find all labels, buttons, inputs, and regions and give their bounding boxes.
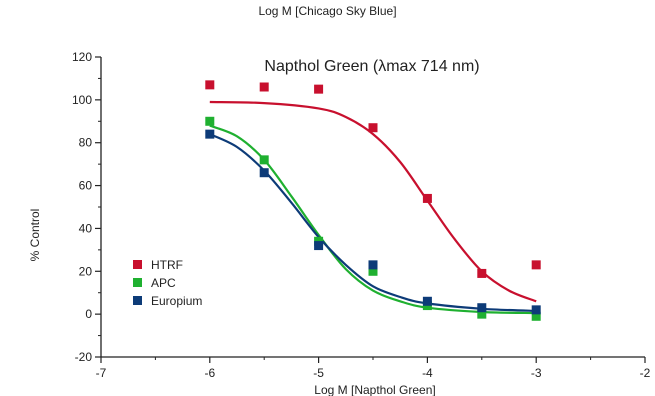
y-tick-label: -20 (75, 350, 93, 364)
chart-title: Napthol Green (λmax 714 nm) (264, 58, 479, 75)
legend-marker-europium (133, 296, 142, 305)
legend-marker-htrf (133, 260, 142, 269)
y-tick-label: 20 (79, 264, 93, 278)
fit-curve-apc (209, 124, 537, 315)
fit-curves (209, 100, 537, 315)
data-point-htrf (205, 80, 215, 90)
y-tick-label: 40 (79, 221, 93, 235)
data-point-htrf (368, 123, 378, 133)
x-tick-label: -3 (531, 366, 542, 380)
y-tick-label: 0 (85, 307, 92, 321)
legend-label-europium: Europium (151, 294, 202, 308)
data-point-htrf (531, 260, 541, 270)
y-tick-label: 80 (79, 136, 93, 150)
legend-label-htrf: HTRF (151, 258, 183, 272)
legend-label-apc: APC (151, 276, 176, 290)
axes: -20 0 20 40 60 80 100 120 -7 -6 -5 -4 -3 -2 (72, 50, 651, 380)
data-point-htrf (422, 193, 432, 203)
data-point-apc (205, 116, 215, 126)
data-point-europium (314, 241, 324, 251)
fit-curve-europium (209, 133, 537, 312)
data-point-europium (368, 260, 378, 270)
data-points (205, 80, 541, 321)
y-tick-label: 100 (72, 93, 92, 107)
x-tick-label: -6 (204, 366, 215, 380)
header-axis-label: Log M [Chicago Sky Blue] (258, 4, 397, 18)
data-point-htrf (314, 84, 324, 94)
y-tick-label: 120 (72, 50, 92, 64)
data-point-apc (368, 266, 378, 276)
x-tick-label: -2 (640, 366, 651, 380)
data-point-europium (422, 296, 432, 306)
legend-marker-apc (133, 278, 142, 287)
data-point-htrf (477, 268, 487, 278)
data-point-europium (205, 129, 215, 139)
legend: HTRF APC Europium (133, 258, 202, 308)
data-point-europium (477, 303, 487, 313)
x-tick-label: -5 (313, 366, 324, 380)
data-point-apc (477, 309, 487, 319)
x-axis-label: Log M [Napthol Green] (314, 383, 435, 396)
y-axis-label: % Control (28, 209, 42, 262)
x-tick-label: -4 (422, 366, 433, 380)
data-point-europium (259, 168, 269, 178)
data-point-apc (259, 155, 269, 165)
data-point-htrf (259, 82, 269, 92)
y-tick-label: 60 (79, 179, 93, 193)
data-point-europium (531, 305, 541, 315)
x-tick-label: -7 (96, 366, 107, 380)
data-point-apc (531, 311, 541, 321)
fit-curve-htrf (209, 100, 537, 303)
